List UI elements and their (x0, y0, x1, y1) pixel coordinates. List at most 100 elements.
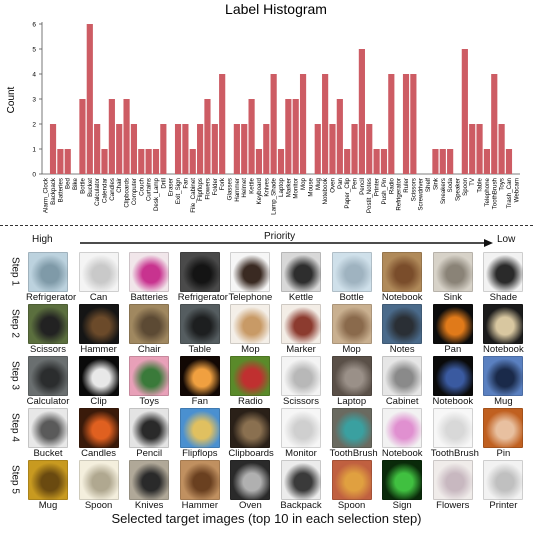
bar-sneakers (439, 149, 446, 174)
thumbnail-image (483, 460, 524, 500)
image-cell: Hammer (77, 304, 121, 355)
thumbnail-image (230, 460, 271, 500)
x-tick-label: Postit_Notes (366, 178, 373, 213)
image-label: Fan (191, 396, 208, 407)
bar-paper-clip (344, 149, 351, 174)
step-label: Step 3 (9, 361, 21, 390)
high-priority-label: High (32, 234, 53, 245)
image-cell: Fan (178, 356, 222, 407)
x-tick-label: Trash_Can (506, 177, 513, 208)
x-tick-label: Drill (160, 178, 167, 189)
image-label: Notebook (381, 292, 423, 303)
image-cell: Mug (26, 460, 70, 511)
y-tick-label: 2 (32, 122, 36, 129)
bar-calculator (94, 124, 101, 174)
image-cell: Flowers (431, 460, 475, 511)
image-label: Spoon (337, 500, 366, 511)
bar-trash-can (505, 149, 513, 174)
image-cell: Bucket (26, 408, 70, 459)
thumbnail-image (483, 252, 524, 292)
x-tick-label: Toys (499, 178, 506, 191)
image-label: Notes (389, 344, 415, 355)
x-tick-label: Computer (131, 178, 138, 205)
thumbnail-image (382, 304, 423, 344)
image-label: Refrigerator (177, 292, 228, 303)
image-label: Pan (444, 344, 462, 355)
image-label: Scissors (30, 344, 66, 355)
image-cell: Mop (330, 304, 374, 355)
x-tick-label: Monitor (293, 178, 300, 199)
image-label: Printer (489, 500, 518, 511)
image-cell: Notes (380, 304, 424, 355)
image-label: Pencil (136, 448, 163, 459)
image-cell: Refrigerator (177, 252, 228, 303)
image-cell: Pan (431, 304, 475, 355)
x-tick-label: Ruler (403, 178, 410, 193)
image-cell: Chair (127, 304, 171, 355)
image-cell: Toys (127, 356, 171, 407)
x-tick-label: Lamp_Shade (271, 177, 278, 214)
x-tick-label: Mouse (307, 177, 314, 196)
bar-bottle (79, 99, 86, 174)
thumbnail-image (483, 408, 524, 448)
x-tick-label: Knives (263, 178, 270, 197)
bar-clipboards (123, 99, 130, 174)
image-cell: Can (77, 252, 121, 303)
bar-batteries (57, 149, 64, 174)
thumbnail-image (382, 252, 423, 292)
image-label: Calculator (26, 396, 70, 407)
thumbnail-image (432, 252, 473, 292)
bar-knives (263, 124, 270, 174)
thumbnail-image (230, 408, 271, 448)
x-tick-label: Marker (285, 178, 292, 197)
thumbnail-image (432, 460, 473, 500)
x-tick-label: Chair (116, 178, 123, 193)
image-cell: Laptop (330, 356, 374, 407)
step-label: Step 2 (9, 309, 21, 338)
image-cell: Marker (279, 304, 323, 355)
bar-drill (160, 124, 167, 174)
thumbnail-image (129, 356, 170, 396)
x-tick-label: Bucket (87, 178, 94, 197)
bar-flowers (204, 99, 211, 174)
x-tick-label: Alarm_Clock (43, 177, 50, 213)
thumbnail-image (281, 408, 321, 448)
image-cell: Printer (481, 460, 525, 511)
image-cell: ToothBrush (330, 408, 378, 459)
x-tick-label: Notebook (322, 177, 329, 204)
bar-calendar (101, 149, 108, 174)
image-label: Chair (137, 344, 161, 355)
bar-curtains (145, 149, 152, 174)
x-tick-label: Mop (300, 177, 307, 190)
thumbnail-image (179, 252, 220, 292)
image-cell: Kettle (279, 252, 323, 303)
x-tick-label: ToothBrush (491, 177, 498, 209)
image-cell: Notebook (380, 252, 424, 303)
thumbnail-image (78, 252, 119, 292)
image-cell: Candles (77, 408, 121, 459)
thumbnail-image (78, 304, 119, 344)
thumbnail-image (129, 304, 170, 344)
image-label: Clip (90, 396, 107, 407)
thumbnail-image (179, 408, 220, 448)
x-tick-label: Backpack (50, 177, 57, 205)
section-divider (0, 225, 533, 226)
bar-toys (498, 124, 505, 174)
x-tick-label: Batteries (57, 178, 64, 202)
x-tick-label: Candles (109, 178, 116, 201)
selection-grid: High Priority Low Step 1 Refrigerator Can B… (0, 228, 533, 533)
thumbnail-image (28, 252, 68, 292)
thumbnail-image (179, 356, 220, 396)
y-tick-label: 1 (32, 147, 36, 154)
bar-push-pin (380, 149, 388, 174)
thumbnail-image (432, 304, 473, 344)
image-label: Laptop (337, 396, 367, 407)
bar-telephone (483, 149, 490, 174)
bar-backpack (49, 124, 57, 174)
image-label: Table (188, 344, 212, 355)
image-cell: Refrigerator (26, 252, 76, 303)
x-tick-label: Couch (138, 177, 145, 195)
image-label: Toys (139, 396, 159, 407)
bar-radio (388, 74, 395, 174)
x-tick-label: Sink (432, 177, 439, 190)
